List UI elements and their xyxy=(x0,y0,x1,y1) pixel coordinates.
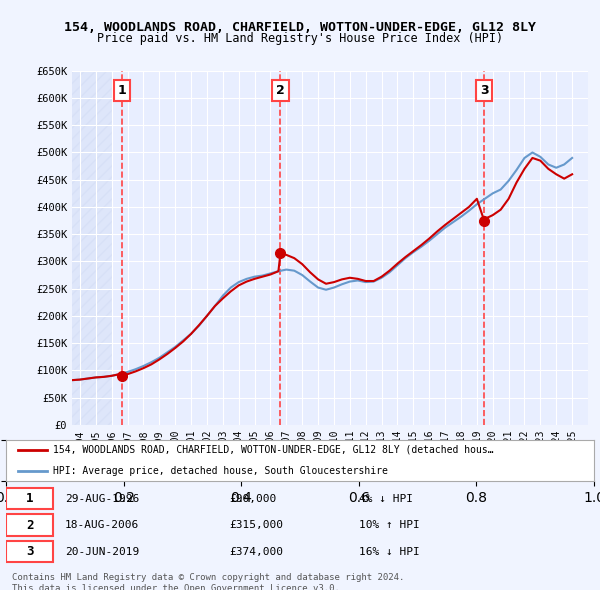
Text: 2: 2 xyxy=(276,84,285,97)
Text: 3: 3 xyxy=(26,545,33,558)
FancyBboxPatch shape xyxy=(6,514,53,536)
Text: 1: 1 xyxy=(118,84,127,97)
Text: 2: 2 xyxy=(26,519,33,532)
FancyBboxPatch shape xyxy=(6,541,53,562)
Text: £90,000: £90,000 xyxy=(229,494,277,504)
Text: 10% ↑ HPI: 10% ↑ HPI xyxy=(359,520,419,530)
Text: 20-JUN-2019: 20-JUN-2019 xyxy=(65,546,139,556)
Text: 1: 1 xyxy=(26,492,33,505)
Text: 16% ↓ HPI: 16% ↓ HPI xyxy=(359,546,419,556)
Text: £374,000: £374,000 xyxy=(229,546,283,556)
Text: 154, WOODLANDS ROAD, CHARFIELD, WOTTON-UNDER-EDGE, GL12 8LY (detached hous…: 154, WOODLANDS ROAD, CHARFIELD, WOTTON-U… xyxy=(53,445,494,455)
Text: £315,000: £315,000 xyxy=(229,520,283,530)
Text: 154, WOODLANDS ROAD, CHARFIELD, WOTTON-UNDER-EDGE, GL12 8LY: 154, WOODLANDS ROAD, CHARFIELD, WOTTON-U… xyxy=(64,21,536,34)
Text: HPI: Average price, detached house, South Gloucestershire: HPI: Average price, detached house, Sout… xyxy=(53,466,388,476)
Text: 4% ↓ HPI: 4% ↓ HPI xyxy=(359,494,413,504)
Text: 29-AUG-1996: 29-AUG-1996 xyxy=(65,494,139,504)
FancyBboxPatch shape xyxy=(6,488,53,509)
Text: 3: 3 xyxy=(480,84,488,97)
Text: Contains HM Land Registry data © Crown copyright and database right 2024.
This d: Contains HM Land Registry data © Crown c… xyxy=(12,573,404,590)
Text: Price paid vs. HM Land Registry's House Price Index (HPI): Price paid vs. HM Land Registry's House … xyxy=(97,32,503,45)
Bar xyxy=(72,71,112,425)
Text: 18-AUG-2006: 18-AUG-2006 xyxy=(65,520,139,530)
